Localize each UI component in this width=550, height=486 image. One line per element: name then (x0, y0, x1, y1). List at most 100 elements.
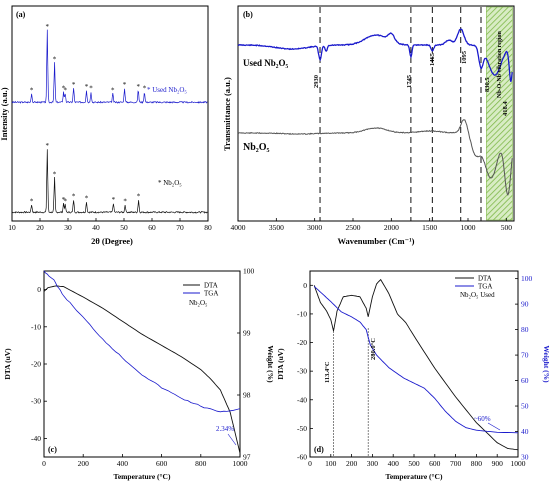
peak-418: 418.4 (502, 101, 509, 116)
d-ytick-label: -10 (297, 309, 307, 318)
xrd-peak-marker-used: * (63, 86, 67, 94)
xrd-peak-marker-used: * (46, 23, 50, 31)
pct-d-label: ~60% (474, 415, 491, 423)
d-xtick-label: 1000 (511, 459, 526, 468)
c-xtick-label: 1000 (233, 459, 248, 468)
c2-ytick-label: 100 (243, 267, 255, 276)
series-used-nb2o5-xrd (11, 29, 208, 104)
xrd-peak-marker-used: * (123, 81, 127, 89)
panel-c-label: (c) (48, 445, 57, 454)
panel-c-frame (43, 270, 241, 458)
sample-c-label: Nb₂O₅ (189, 299, 208, 307)
c2-ytick-label: 97 (243, 453, 251, 462)
panel-a-label: (a) (16, 10, 26, 19)
legend-used-nb2o5: * Used Nb₂O₅ (147, 86, 187, 94)
d2-ytick-label: 80 (521, 325, 529, 334)
xrd-peak-marker-used: * (30, 86, 34, 94)
d-ytick-label: -50 (297, 424, 307, 433)
panel-b-xlabel: Wavenumber (Cm⁻¹) (338, 236, 415, 246)
a-xtick-label: 50 (120, 223, 128, 232)
c-ytick-label: -20 (31, 360, 41, 369)
xrd-peak-marker: * (137, 193, 141, 201)
b-xtick-label: 1500 (422, 223, 437, 232)
panel-c: (c) 0 200 400 600 800 1000 0 -10 -20 -30 -40 100 99 9… (3, 267, 275, 482)
series-c-tga (43, 270, 241, 413)
series-used-nb2o5-ftir (237, 28, 513, 82)
c-xtick-label: 600 (156, 459, 168, 468)
xrd-peak-marker: * (72, 193, 76, 201)
xrd-peak-marker-used: * (72, 81, 76, 89)
peak-d-113: 113.4°C (324, 361, 331, 383)
d2-ytick-label: 60 (521, 376, 529, 385)
d2-ytick-label: 70 (521, 351, 529, 360)
panel-a-frame (11, 5, 209, 222)
pct-c-label: 2.34% (216, 425, 234, 433)
series-d-dta (313, 278, 519, 451)
series-nb2o5-ftir (237, 119, 513, 196)
xrd-peak-marker: * (123, 197, 127, 205)
panel-b-label: (b) (243, 10, 253, 19)
a-xtick-label: 70 (176, 223, 184, 232)
d2-ytick-label: 100 (521, 274, 533, 283)
panel-c-xlabel: Temperature (°C) (114, 472, 171, 481)
a-xtick-label: 20 (36, 223, 44, 232)
peak-d-280: 280.0°C (370, 338, 377, 360)
b-xtick-label: 3500 (269, 223, 284, 232)
c-xtick-label: 800 (195, 459, 207, 468)
panel-d-y2label: Weight (%) (542, 345, 550, 383)
b-xtick-label: 2000 (384, 223, 399, 232)
xrd-peak-marker: * (53, 170, 57, 178)
series-d-tga (313, 285, 519, 434)
xrd-peak-marker: * (112, 196, 116, 204)
a-xtick-label: 10 (8, 223, 16, 232)
legend-d-tga: TGA (478, 283, 492, 291)
xrd-peak-marker-used: * (85, 83, 89, 91)
xrd-peak-marker-used: * (111, 86, 115, 94)
b-xtick-label: 2500 (346, 223, 361, 232)
xrd-peak-marker-used: * (137, 83, 141, 91)
d-xtick-label: 400 (388, 459, 400, 468)
xrd-peak-marker: * (63, 197, 67, 205)
c2-ytick-label: 99 (243, 329, 251, 338)
xrd-peak-marker: * (46, 142, 50, 150)
d-xtick-label: 700 (450, 459, 462, 468)
c-ytick-label: -40 (31, 434, 41, 443)
legend-c-dta: DTA (204, 282, 218, 290)
d2-ytick-label: 30 (521, 453, 529, 462)
panel-c-y2label: Weight (%) (266, 345, 275, 383)
peak-830: 830.5 (484, 77, 491, 92)
nb-o-nb-region (486, 6, 513, 221)
d-ytick-label: -30 (297, 367, 307, 376)
d-ytick-label: -60 (297, 453, 307, 462)
panel-a-xlabel: 2θ (Degree) (91, 236, 133, 246)
panel-b: (b) 4000 3500 3000 2500 2000 1500 1000 500 Wave… (222, 5, 515, 246)
d-xtick-label: 0 (308, 459, 312, 468)
d2-ytick-label: 40 (521, 427, 529, 436)
c-ytick-label: -30 (31, 397, 41, 406)
c2-ytick-label: 98 (243, 391, 251, 400)
d-xtick-label: 200 (346, 459, 358, 468)
d-xtick-label: 800 (471, 459, 483, 468)
legend-c-tga: TGA (204, 290, 218, 298)
xrd-peak-marker-used: * (53, 55, 57, 63)
c-xtick-label: 400 (117, 459, 129, 468)
region-label: Nb-O-Nb vibration region (497, 30, 503, 98)
panel-d-ylabel: DTA (uV) (276, 348, 285, 380)
peak-1745: 1745 (406, 74, 413, 88)
b-xtick-label: 500 (501, 223, 513, 232)
legend-nb2o5: * Nb₂O₅ (158, 179, 182, 187)
d-ytick-label: -20 (297, 338, 307, 347)
a-xtick-label: 40 (92, 223, 100, 232)
c-ytick-label: -10 (31, 322, 41, 331)
panel-d: (d) 0 100 200 300 400 500 600 700 800 900 1000 0 -10… (276, 270, 550, 481)
d-xtick-label: 600 (429, 459, 441, 468)
d-xtick-label: 900 (492, 459, 504, 468)
series-c-dta (43, 285, 241, 454)
legend-d-dta: DTA (478, 275, 492, 283)
panel-c-ylabel: DTA (uV) (3, 348, 12, 380)
xrd-peak-marker-used: * (62, 85, 66, 93)
series-nb2o5-xrd (11, 149, 208, 214)
panel-d-label: (d) (314, 445, 324, 454)
pct-c-leader (227, 433, 237, 446)
